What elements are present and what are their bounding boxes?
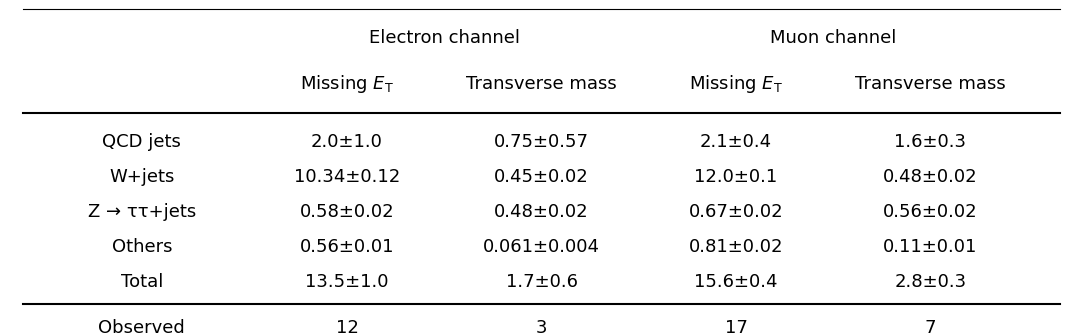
Text: 0.48±0.02: 0.48±0.02 [883, 168, 978, 186]
Text: Z → ττ+jets: Z → ττ+jets [88, 203, 196, 221]
Text: 15.6±0.4: 15.6±0.4 [694, 273, 778, 291]
Text: Muon channel: Muon channel [770, 29, 897, 47]
Text: 0.58±0.02: 0.58±0.02 [300, 203, 394, 221]
Text: 2.1±0.4: 2.1±0.4 [700, 133, 772, 151]
Text: 12: 12 [336, 319, 358, 335]
Text: Transverse mass: Transverse mass [854, 75, 1006, 93]
Text: 0.81±0.02: 0.81±0.02 [689, 238, 783, 256]
Text: 0.11±0.01: 0.11±0.01 [884, 238, 978, 256]
Text: 0.67±0.02: 0.67±0.02 [689, 203, 783, 221]
Text: 0.48±0.02: 0.48±0.02 [494, 203, 589, 221]
Text: W+jets: W+jets [109, 168, 174, 186]
Text: 0.061±0.004: 0.061±0.004 [483, 238, 600, 256]
Text: 3: 3 [536, 319, 547, 335]
Text: 0.56±0.01: 0.56±0.01 [300, 238, 394, 256]
Text: 10.34±0.12: 10.34±0.12 [293, 168, 401, 186]
Text: Total: Total [120, 273, 164, 291]
Text: 17: 17 [725, 319, 747, 335]
Text: Missing $E_{\rm T}$: Missing $E_{\rm T}$ [300, 73, 394, 95]
Text: 0.56±0.02: 0.56±0.02 [883, 203, 978, 221]
Text: Electron channel: Electron channel [369, 29, 520, 47]
Text: Observed: Observed [99, 319, 185, 335]
Text: 13.5±1.0: 13.5±1.0 [305, 273, 389, 291]
Text: 2.0±1.0: 2.0±1.0 [311, 133, 383, 151]
Text: 12.0±0.1: 12.0±0.1 [694, 168, 778, 186]
Text: QCD jets: QCD jets [103, 133, 181, 151]
Text: 7: 7 [925, 319, 936, 335]
Text: Others: Others [112, 238, 172, 256]
Text: 2.8±0.3: 2.8±0.3 [895, 273, 966, 291]
Text: 0.45±0.02: 0.45±0.02 [494, 168, 589, 186]
Text: Missing $E_{\rm T}$: Missing $E_{\rm T}$ [689, 73, 783, 95]
Text: 0.75±0.57: 0.75±0.57 [494, 133, 589, 151]
Text: 1.6±0.3: 1.6±0.3 [895, 133, 966, 151]
Text: Transverse mass: Transverse mass [466, 75, 617, 93]
Text: 1.7±0.6: 1.7±0.6 [506, 273, 577, 291]
